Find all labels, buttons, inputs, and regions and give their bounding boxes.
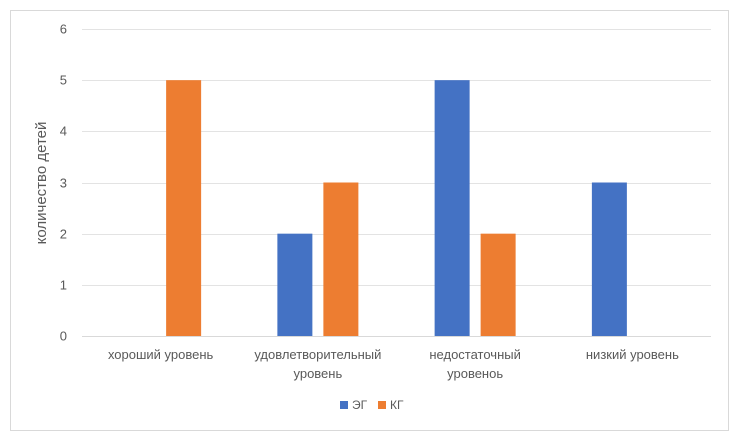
x-tick-label: хороший уровень: [108, 347, 214, 362]
legend-label: КГ: [390, 398, 404, 412]
bar-eg: [434, 80, 470, 337]
y-tick-label: 3: [60, 176, 67, 191]
bar-kg: [480, 233, 516, 336]
bars: [166, 80, 627, 337]
y-tick-label: 4: [60, 124, 67, 139]
legend-swatch: [340, 401, 348, 409]
bar-eg: [277, 233, 313, 336]
x-tick-labels: хороший уровень удовлетворительный уровень…: [108, 347, 679, 381]
y-axis-label: количество детей: [33, 122, 50, 245]
y-tick-label: 6: [60, 22, 67, 37]
legend-label: ЭГ: [352, 398, 368, 412]
y-tick-label: 2: [60, 227, 67, 242]
x-tick-label: низкий уровень: [586, 347, 679, 362]
legend: ЭГ КГ: [340, 398, 404, 412]
bar-kg: [323, 182, 359, 336]
bar-eg: [591, 182, 627, 336]
y-tick-labels: 0 1 2 3 4 5 6: [60, 22, 67, 344]
x-tick-label: удовлетворительный уровень: [254, 347, 381, 381]
y-tick-label: 0: [60, 329, 67, 344]
legend-swatch: [378, 401, 386, 409]
y-tick-label: 1: [60, 278, 67, 293]
y-tick-label: 5: [60, 73, 67, 88]
x-tick-label: недостаточный уровеноь: [429, 347, 521, 381]
bar-kg: [166, 80, 202, 337]
